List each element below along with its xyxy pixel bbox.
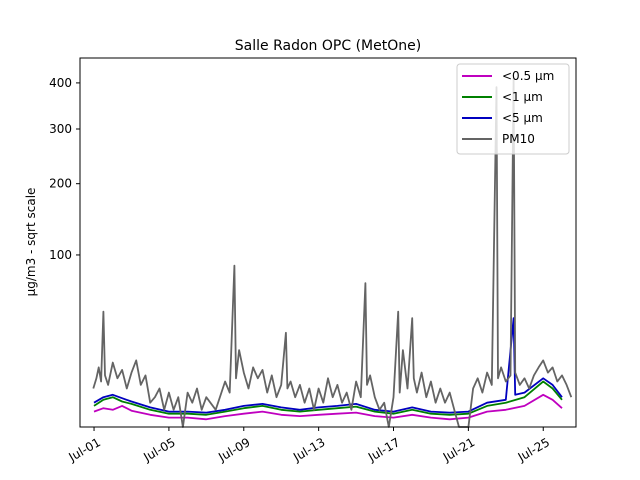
chart-title: Salle Radon OPC (MetOne) (235, 38, 421, 54)
x-tick-label: Jul-05 (140, 435, 177, 465)
series-line-2 (93, 380, 563, 416)
x-tick-label: Jul-17 (365, 435, 402, 465)
legend-label: <0.5 µm (502, 69, 554, 83)
legend-label: PM10 (502, 132, 535, 146)
x-tick-label: Jul-13 (290, 435, 327, 465)
x-tick-label: Jul-09 (215, 435, 252, 465)
y-tick-label: 100 (49, 248, 72, 262)
y-axis-label: µg/m3 - sqrt scale (24, 188, 38, 297)
plot-frame (79, 57, 577, 428)
legend-label: <1 µm (502, 90, 543, 104)
x-tick-label: Jul-21 (440, 435, 477, 465)
legend-frame (456, 63, 570, 155)
x-tick-label: Jul-01 (66, 435, 103, 465)
x-tick-label: Jul-25 (515, 435, 552, 465)
y-tick-label: 200 (49, 177, 72, 191)
series-line-1 (93, 393, 563, 421)
series-line-4 (92, 77, 573, 428)
series-layer (92, 77, 573, 428)
y-tick-label: 300 (49, 122, 72, 136)
legend: <0.5 µm <1 µm <5 µm PM10 (456, 63, 570, 155)
legend-label: <5 µm (502, 111, 543, 125)
y-tick-label: 400 (49, 76, 72, 90)
series-line-3 (93, 317, 563, 414)
